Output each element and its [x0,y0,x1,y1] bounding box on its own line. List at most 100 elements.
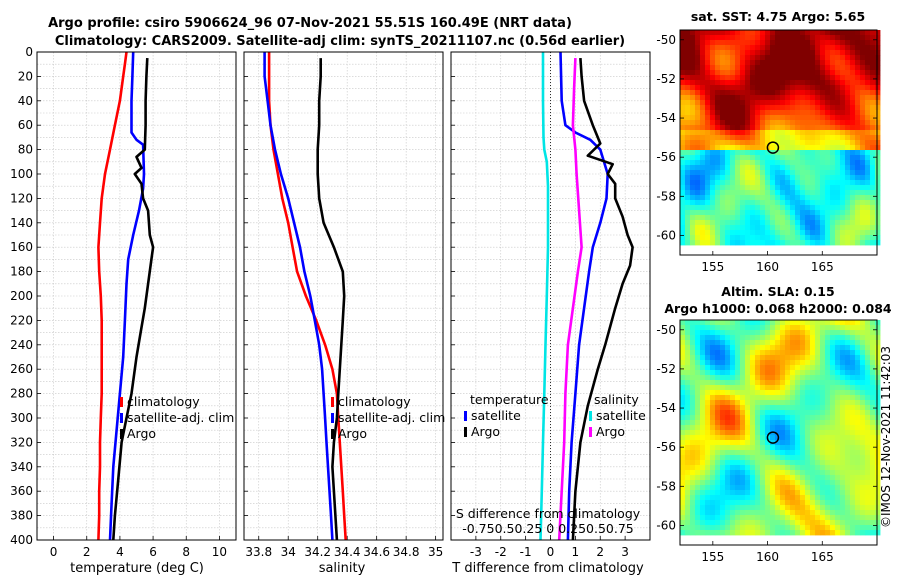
map-cell [810,105,816,111]
map-cell [760,525,766,531]
map-cell [775,155,781,161]
map-cell [870,170,876,176]
map-cell [790,105,796,111]
x-tick-label: 3 [621,545,629,559]
map-cell [810,515,816,521]
map-cell [820,445,826,451]
map-cell [720,100,726,106]
map-cell [780,415,786,421]
map-cell [780,345,786,351]
map-cell [775,135,781,141]
map-cell [775,380,781,386]
map-cell [800,520,806,526]
map-cell [860,180,866,186]
map-cell [690,215,696,221]
map-cell [760,30,766,36]
map-cell [750,420,756,426]
map-cell [710,55,716,61]
map-cell [830,105,836,111]
map-cell [810,375,816,381]
map-cell [865,350,871,356]
map-cell [685,75,691,81]
map-cell [695,465,701,471]
map-cell [865,410,871,416]
map-cell [735,230,741,236]
map-cell [740,450,746,456]
map-cell [825,465,831,471]
map-cell [720,230,726,236]
map-cell [850,190,856,196]
map-cell [860,440,866,446]
map-cell [750,380,756,386]
map-cell [870,335,876,341]
map-cell [855,155,861,161]
map-cell [750,175,756,181]
map-cell [770,435,776,441]
map-cell [690,500,696,506]
map-cell [730,380,736,386]
map-cell [780,190,786,196]
map-cell [770,520,776,526]
map-cell [780,350,786,356]
map-cell [695,205,701,211]
map-cell [870,500,876,506]
map-cell [815,90,821,96]
map-cell [700,440,706,446]
map-cell [795,120,801,126]
map-cell [780,175,786,181]
map-cell [810,60,816,66]
map-cell [790,135,796,141]
map-cell [765,65,771,71]
map-cell [740,135,746,141]
map-cell [830,425,836,431]
map-cell [805,375,811,381]
map-cell [715,510,721,516]
map-cell [835,155,841,161]
map-cell [875,525,881,531]
map-cell [730,510,736,516]
map-cell [755,325,761,331]
map-cell [710,125,716,131]
map-cell [695,360,701,366]
map-cell [795,55,801,61]
map-cell [785,470,791,476]
map-cell [720,115,726,121]
map-cell [725,115,731,121]
map-cell [715,470,721,476]
map-cell [770,360,776,366]
map-cell [765,125,771,131]
map-cell [850,470,856,476]
map-cell [750,145,756,151]
map-cell [725,50,731,56]
map-cell [725,55,731,61]
map-cell [685,60,691,66]
map-cell [755,415,761,421]
map-cell [875,110,881,116]
map-cell [705,35,711,41]
map-cell [750,480,756,486]
map-cell [750,510,756,516]
map-cell [705,425,711,431]
map-cell [775,470,781,476]
map-cell [835,490,841,496]
map-cell [850,495,856,501]
salinity-xlabel: salinity [319,561,366,576]
map-cell [870,360,876,366]
map-cell [725,155,731,161]
map-cell [775,430,781,436]
map-cell [865,40,871,46]
map-cell [760,180,766,186]
map-cell [690,65,696,71]
map-cell [850,525,856,531]
map-cell [710,525,716,531]
map-cell [840,85,846,91]
map-cell [680,480,686,486]
map-cell [730,360,736,366]
map-cell [845,405,851,411]
map-cell [710,235,716,241]
map-cell [805,365,811,371]
map-cell [735,90,741,96]
map-cell [765,75,771,81]
map-cell [720,180,726,186]
map-cell [730,375,736,381]
